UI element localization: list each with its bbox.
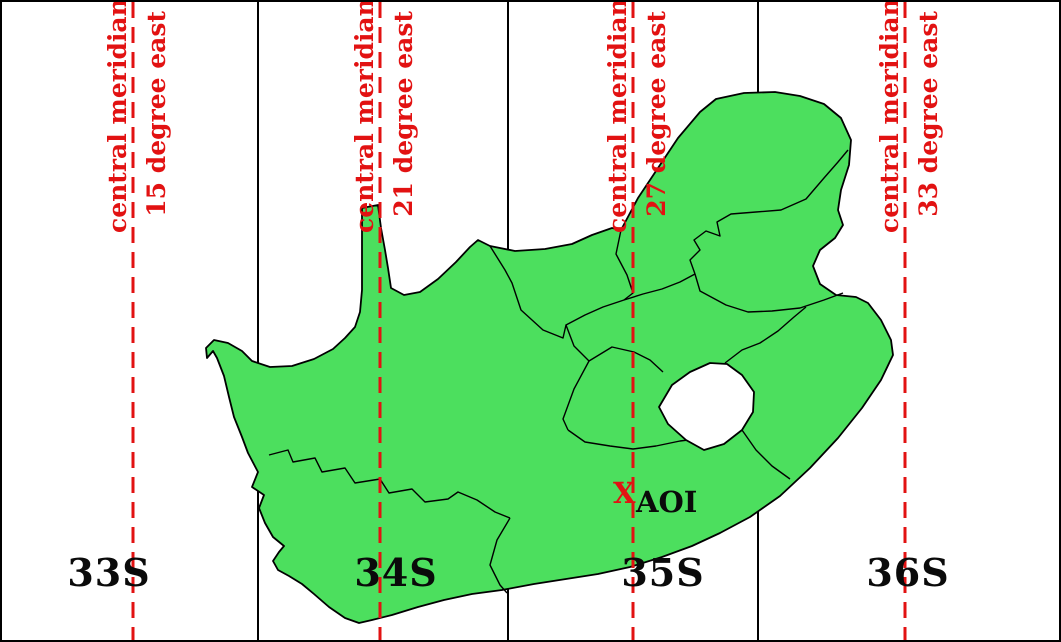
south-africa-map [205,91,894,624]
utm-zone-label-33s: 33S [67,550,151,595]
utm-zone-label-34s: 34S [354,550,438,595]
utm-zone-label-36s: 36S [866,550,950,595]
aoi-marker-x: X [613,476,636,510]
central-meridian-lines [131,2,907,640]
south-africa-outline [205,91,894,624]
province-borders [268,149,849,594]
utm-zone-label-35s: 35S [621,550,705,595]
aoi-label: AOI [636,485,698,519]
lesotho-hole [658,362,755,451]
